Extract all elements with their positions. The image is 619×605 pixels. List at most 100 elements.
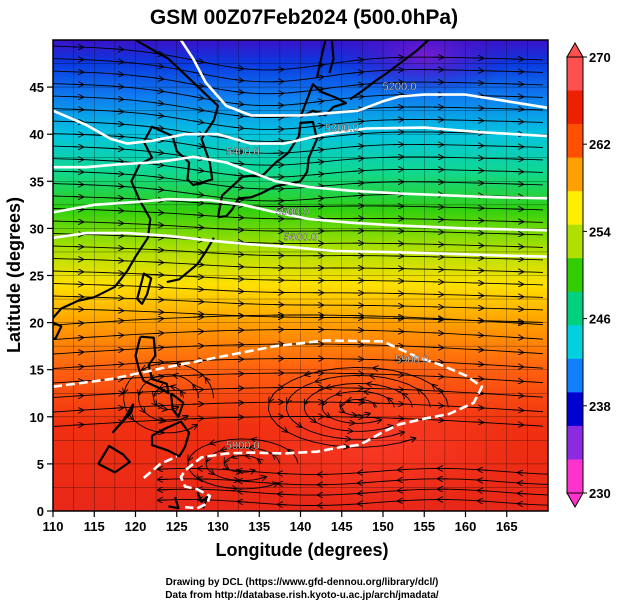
wind-arrow — [232, 91, 243, 92]
x-tick-label: 150 — [372, 519, 394, 534]
wind-arrow — [238, 481, 249, 482]
wind-arrow — [192, 145, 203, 147]
wind-arrow — [352, 121, 363, 122]
wind-arrow — [171, 386, 174, 387]
wind-arrow — [112, 149, 123, 150]
wind-arrow — [374, 368, 391, 370]
wind-arrow — [192, 227, 203, 228]
wind-arrow — [232, 163, 243, 164]
x-tick-label: 145 — [331, 519, 353, 534]
wind-arrow — [512, 337, 523, 338]
plot-area: 5200.0 5300.0 5400.0 5500.0 5600.0 5900.0 5900… — [53, 40, 548, 511]
wind-arrow — [352, 146, 363, 147]
wind-arrow — [192, 194, 203, 195]
wind-arrow — [152, 102, 163, 103]
wind-arrow — [326, 386, 336, 388]
x-tick-label: 155 — [413, 519, 435, 534]
colorbar-segment — [567, 157, 583, 192]
streamline — [53, 270, 544, 286]
wind-arrow — [400, 438, 415, 444]
coastline — [216, 120, 319, 219]
x-tick-label: 135 — [248, 519, 270, 534]
streamline — [53, 145, 544, 166]
wind-arrow — [238, 470, 249, 471]
wind-arrow — [72, 338, 83, 339]
x-tick-label: 130 — [207, 519, 229, 534]
wind-arrow — [352, 158, 363, 159]
wind-arrow — [312, 137, 323, 138]
wind-arrow — [305, 399, 308, 404]
wind-arrow — [398, 490, 409, 491]
x-axis-ticks: 110 115 120 125 130 135 140 145 150 155 160 165 — [43, 511, 518, 534]
contour-label: 5400.0 — [226, 146, 260, 158]
wind-arrow — [518, 493, 529, 494]
wind-arrow — [112, 61, 123, 62]
coastline — [349, 40, 430, 101]
wind-arrow — [472, 349, 483, 350]
wind-arrow — [512, 381, 523, 382]
coastline — [53, 40, 220, 319]
y-axis-ticks: 0 5 10 15 20 25 30 35 40 45 — [30, 80, 53, 519]
wind-arrow — [152, 250, 163, 251]
wind-arrow — [398, 480, 409, 481]
y-tick-label: 0 — [37, 504, 44, 519]
wind-arrow — [373, 403, 375, 404]
wind-arrow — [189, 425, 197, 429]
wind-arrow — [152, 65, 163, 66]
wind-arrow — [512, 323, 523, 324]
wind-arrow — [347, 423, 354, 424]
credit-line-2: Data from http://database.rish.kyoto-u.a… — [165, 590, 439, 601]
warm-core-shading — [240, 370, 520, 510]
y-tick-label: 45 — [30, 80, 44, 95]
contour-line — [53, 109, 548, 145]
colorbar-segment — [567, 57, 583, 92]
wind-arrow — [472, 320, 483, 321]
colorbar-segment — [567, 224, 583, 259]
streamline — [53, 58, 544, 83]
wind-arrow — [472, 393, 483, 394]
y-tick-label: 15 — [30, 363, 44, 378]
wind-arrow — [472, 364, 483, 365]
wind-arrow — [352, 84, 363, 85]
streamline — [53, 208, 544, 223]
wind-arrow — [72, 323, 83, 324]
wind-arrow — [72, 410, 83, 411]
wind-arrow — [154, 394, 155, 396]
wind-arrow — [478, 501, 489, 502]
streamline — [53, 401, 544, 413]
wind-arrow — [210, 441, 220, 444]
wind-arrow — [232, 127, 243, 128]
wind-arrow — [352, 183, 363, 184]
coastline — [134, 335, 170, 395]
wind-arrow — [323, 402, 325, 405]
coastline — [196, 491, 209, 509]
wind-arrow — [398, 469, 409, 470]
wind-arrow — [192, 109, 203, 111]
contour-label: 5600.0 — [284, 232, 318, 244]
contour-label: 5500.0 — [275, 206, 309, 218]
wind-arrow — [139, 390, 140, 395]
y-tick-label: 40 — [30, 127, 44, 142]
wind-arrow — [72, 381, 83, 382]
colorbar-tick-label: 246 — [589, 312, 611, 327]
streamline — [53, 195, 544, 211]
wind-arrow — [155, 403, 157, 405]
wind-arrow — [232, 175, 243, 176]
x-tick-label: 115 — [84, 519, 105, 534]
wind-arrow — [112, 173, 123, 174]
wind-arrow — [112, 161, 123, 162]
contour-line — [142, 455, 178, 479]
colorbar-tick-label: 262 — [589, 137, 611, 152]
streamline — [53, 133, 544, 154]
wind-arrow — [206, 458, 208, 461]
wind-arrow — [341, 430, 353, 431]
x-tick-label: 120 — [125, 519, 147, 534]
y-tick-label: 30 — [30, 221, 44, 236]
wind-arrow — [518, 473, 529, 474]
contour-label: 5200.0 — [383, 81, 417, 93]
streamline — [53, 416, 544, 427]
wind-arrow — [478, 490, 489, 491]
wind-arrow — [358, 482, 369, 483]
wind-arrow — [210, 471, 214, 474]
wind-arrow — [112, 408, 123, 409]
